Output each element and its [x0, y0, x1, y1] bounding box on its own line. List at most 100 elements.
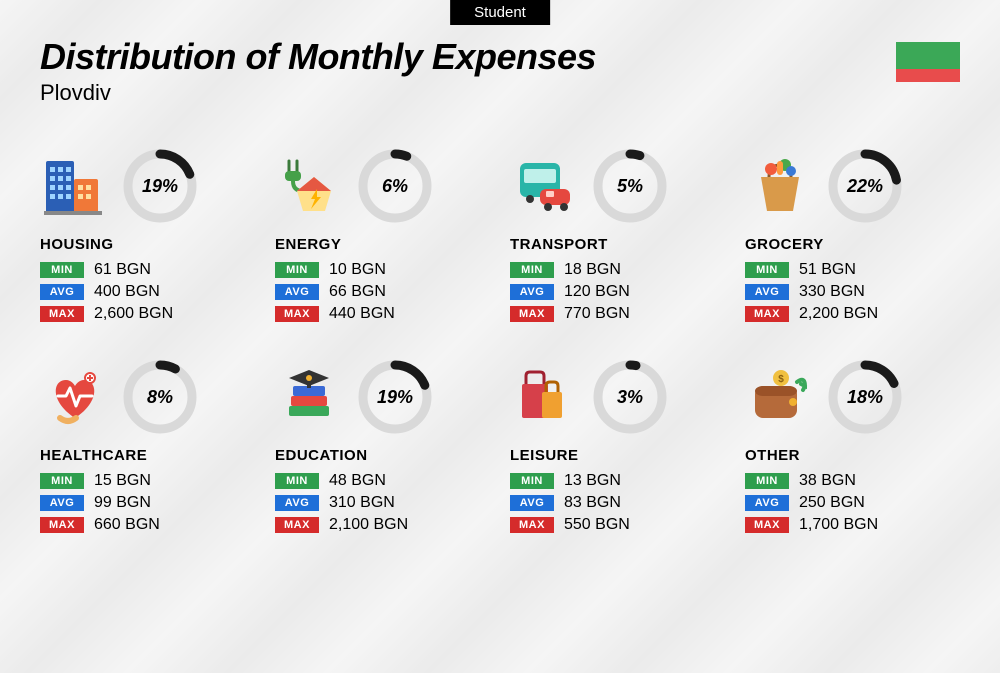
max-pill: MAX	[275, 517, 319, 533]
percent-label: 18%	[827, 359, 903, 435]
percent-label: 5%	[592, 148, 668, 224]
transport-icon	[510, 151, 580, 221]
max-pill: MAX	[40, 306, 84, 322]
stats-block: MIN 38 BGN AVG 250 BGN MAX 1,700 BGN	[745, 472, 960, 534]
avg-pill: AVG	[745, 284, 789, 300]
min-pill: MIN	[510, 262, 554, 278]
buildings-icon	[40, 151, 110, 221]
max-value: 660 BGN	[94, 516, 160, 534]
percent-donut: 3%	[592, 359, 668, 435]
avg-value: 250 BGN	[799, 494, 865, 512]
min-value: 51 BGN	[799, 261, 856, 279]
percent-label: 6%	[357, 148, 433, 224]
page-title: Distribution of Monthly Expenses	[40, 36, 960, 78]
category-name: OTHER	[745, 447, 960, 464]
min-pill: MIN	[275, 473, 319, 489]
healthcare-icon	[40, 362, 110, 432]
max-pill: MAX	[510, 306, 554, 322]
percent-donut: 6%	[357, 148, 433, 224]
stats-block: MIN 10 BGN AVG 66 BGN MAX 440 BGN	[275, 261, 490, 323]
min-value: 18 BGN	[564, 261, 621, 279]
avg-pill: AVG	[510, 284, 554, 300]
min-pill: MIN	[275, 262, 319, 278]
stats-block: MIN 18 BGN AVG 120 BGN MAX 770 BGN	[510, 261, 725, 323]
percent-donut: 8%	[122, 359, 198, 435]
max-pill: MAX	[745, 517, 789, 533]
grocery-icon	[745, 151, 815, 221]
max-value: 1,700 BGN	[799, 516, 878, 534]
max-value: 2,600 BGN	[94, 305, 173, 323]
avg-value: 310 BGN	[329, 494, 395, 512]
percent-label: 3%	[592, 359, 668, 435]
education-icon	[275, 362, 345, 432]
expense-card-grocery: 22% GROCERY MIN 51 BGN AVG 330 BGN MAX 2…	[745, 146, 960, 327]
expense-grid: 19% HOUSING MIN 61 BGN AVG 400 BGN MAX 2…	[40, 146, 960, 538]
stats-block: MIN 51 BGN AVG 330 BGN MAX 2,200 BGN	[745, 261, 960, 323]
min-pill: MIN	[510, 473, 554, 489]
percent-label: 19%	[122, 148, 198, 224]
category-name: ENERGY	[275, 236, 490, 253]
expense-card-other: $ 18% OTHER MIN 38 BGN AVG 250 BGN	[745, 357, 960, 538]
max-value: 440 BGN	[329, 305, 395, 323]
min-pill: MIN	[745, 262, 789, 278]
percent-label: 22%	[827, 148, 903, 224]
stats-block: MIN 13 BGN AVG 83 BGN MAX 550 BGN	[510, 472, 725, 534]
flag-icon	[896, 42, 960, 82]
min-value: 48 BGN	[329, 472, 386, 490]
expense-card-education: 19% EDUCATION MIN 48 BGN AVG 310 BGN MAX…	[275, 357, 490, 538]
max-value: 770 BGN	[564, 305, 630, 323]
category-name: GROCERY	[745, 236, 960, 253]
flag-stripe-2	[896, 55, 960, 68]
expense-card-housing: 19% HOUSING MIN 61 BGN AVG 400 BGN MAX 2…	[40, 146, 255, 327]
max-value: 550 BGN	[564, 516, 630, 534]
avg-value: 120 BGN	[564, 283, 630, 301]
max-pill: MAX	[40, 517, 84, 533]
max-value: 2,200 BGN	[799, 305, 878, 323]
max-pill: MAX	[745, 306, 789, 322]
energy-icon	[275, 151, 345, 221]
min-value: 38 BGN	[799, 472, 856, 490]
expense-card-transport: 5% TRANSPORT MIN 18 BGN AVG 120 BGN MAX …	[510, 146, 725, 327]
category-name: HEALTHCARE	[40, 447, 255, 464]
percent-label: 19%	[357, 359, 433, 435]
percent-label: 8%	[122, 359, 198, 435]
avg-pill: AVG	[510, 495, 554, 511]
page-subtitle: Plovdiv	[40, 80, 960, 106]
category-name: LEISURE	[510, 447, 725, 464]
max-pill: MAX	[510, 517, 554, 533]
percent-donut: 19%	[357, 359, 433, 435]
category-name: EDUCATION	[275, 447, 490, 464]
avg-value: 99 BGN	[94, 494, 151, 512]
percent-donut: 18%	[827, 359, 903, 435]
flag-stripe-3	[896, 69, 960, 82]
avg-pill: AVG	[275, 284, 319, 300]
expense-card-leisure: 3% LEISURE MIN 13 BGN AVG 83 BGN MAX 550…	[510, 357, 725, 538]
avg-pill: AVG	[745, 495, 789, 511]
min-value: 13 BGN	[564, 472, 621, 490]
avg-value: 83 BGN	[564, 494, 621, 512]
stats-block: MIN 61 BGN AVG 400 BGN MAX 2,600 BGN	[40, 261, 255, 323]
flag-stripe-1	[896, 42, 960, 55]
category-name: HOUSING	[40, 236, 255, 253]
percent-donut: 19%	[122, 148, 198, 224]
min-pill: MIN	[40, 262, 84, 278]
stats-block: MIN 48 BGN AVG 310 BGN MAX 2,100 BGN	[275, 472, 490, 534]
max-value: 2,100 BGN	[329, 516, 408, 534]
category-name: TRANSPORT	[510, 236, 725, 253]
min-value: 10 BGN	[329, 261, 386, 279]
leisure-icon	[510, 362, 580, 432]
avg-value: 330 BGN	[799, 283, 865, 301]
svg-text:$: $	[778, 374, 784, 385]
expense-card-healthcare: 8% HEALTHCARE MIN 15 BGN AVG 99 BGN MAX …	[40, 357, 255, 538]
percent-donut: 22%	[827, 148, 903, 224]
min-pill: MIN	[40, 473, 84, 489]
avg-value: 400 BGN	[94, 283, 160, 301]
avg-pill: AVG	[275, 495, 319, 511]
min-value: 15 BGN	[94, 472, 151, 490]
stats-block: MIN 15 BGN AVG 99 BGN MAX 660 BGN	[40, 472, 255, 534]
percent-donut: 5%	[592, 148, 668, 224]
avg-value: 66 BGN	[329, 283, 386, 301]
other-icon: $	[745, 362, 815, 432]
header: Distribution of Monthly Expenses Plovdiv	[40, 0, 960, 106]
min-pill: MIN	[745, 473, 789, 489]
